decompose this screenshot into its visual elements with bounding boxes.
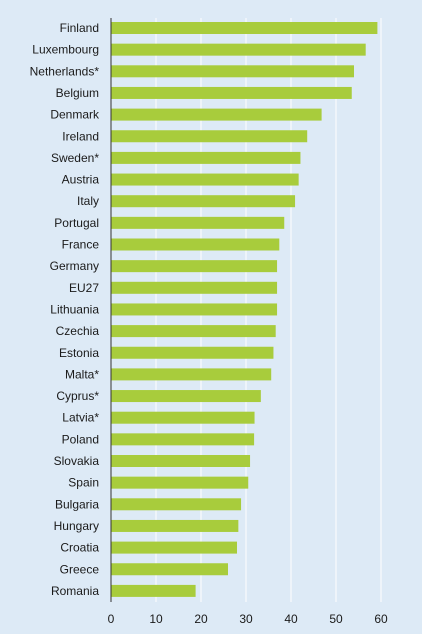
x-tick-label-30: 30 (239, 612, 253, 626)
bar-luxembourg (111, 43, 366, 56)
x-tick-label-20: 20 (194, 612, 208, 626)
x-tick-label-40: 40 (284, 612, 298, 626)
category-label: Latvia* (62, 411, 99, 425)
bar-spain (111, 476, 249, 489)
x-tick-label-50: 50 (329, 612, 343, 626)
bar-slovakia (111, 455, 251, 467)
category-label: Spain (68, 476, 99, 490)
category-label: Finland (60, 21, 99, 35)
category-label: EU27 (69, 281, 99, 295)
x-tick-label-0: 0 (108, 612, 115, 626)
bar-france (111, 238, 280, 251)
bar-hungary (111, 519, 239, 532)
bar-portugal (111, 216, 285, 229)
bar-cyprus (111, 390, 261, 403)
bar-poland (111, 433, 255, 446)
category-label: Netherlands* (30, 64, 100, 78)
bar-czechia (111, 325, 276, 338)
category-label: Greece (60, 562, 100, 576)
category-label: Malta* (65, 367, 99, 381)
bar-sweden (111, 151, 301, 164)
category-label: Romania (51, 584, 99, 598)
category-label: Sweden* (51, 151, 99, 165)
bar-belgium (111, 86, 352, 99)
category-label: Croatia (60, 541, 99, 555)
category-label: Hungary (54, 519, 99, 533)
category-label: Italy (77, 194, 99, 208)
bar-austria (111, 173, 299, 186)
bar-italy (111, 195, 296, 208)
category-label: Luxembourg (32, 43, 99, 57)
category-label: Cyprus* (56, 389, 99, 403)
bar-greece (111, 563, 228, 576)
bar-germany (111, 260, 278, 273)
x-tick-label-60: 60 (374, 612, 388, 626)
x-tick-label-10: 10 (149, 612, 163, 626)
bar-romania (111, 584, 196, 597)
category-label: Slovakia (54, 454, 100, 468)
category-label: Czechia (56, 324, 100, 338)
x-tick-labels: 0 10 20 30 40 50 60 (108, 612, 388, 626)
category-label: Estonia (59, 346, 99, 360)
category-label: Poland (62, 432, 99, 446)
bar-estonia (111, 346, 274, 359)
bar-lithuania (111, 303, 278, 316)
bar-malta (111, 368, 272, 381)
bar-denmark (111, 108, 322, 121)
bar-croatia (111, 541, 237, 554)
category-label: Austria (62, 173, 100, 187)
bar-finland (111, 22, 378, 34)
bar-ireland (111, 130, 308, 143)
bar-eu27 (111, 281, 278, 294)
category-label: Belgium (56, 86, 99, 100)
category-label: Portugal (54, 216, 99, 230)
bar-bulgaria (111, 498, 242, 511)
category-label: Lithuania (50, 302, 99, 316)
bars (111, 22, 378, 597)
category-label: Bulgaria (55, 497, 99, 511)
category-labels: Finland Luxembourg Netherlands* Belgium Denm… (30, 21, 100, 598)
category-label: Germany (50, 259, 99, 273)
category-label: France (62, 238, 100, 252)
category-label: Ireland (62, 129, 99, 143)
bar-latvia (111, 411, 255, 424)
category-label: Denmark (50, 108, 100, 122)
bar-netherlands (111, 65, 354, 78)
